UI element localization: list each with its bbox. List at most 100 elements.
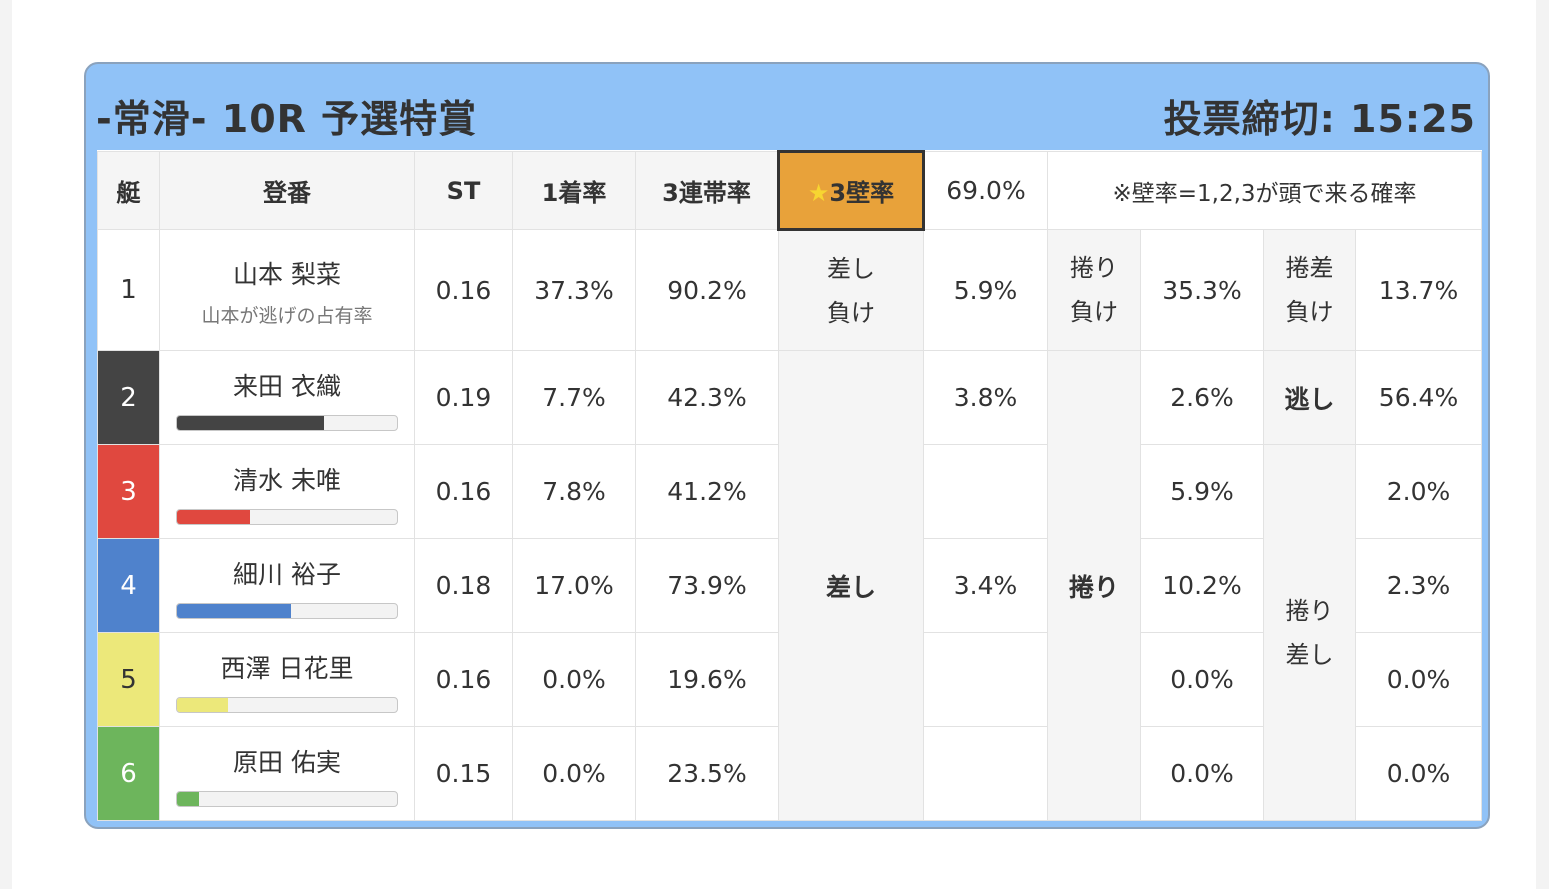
makusashi-make-value: 13.7% xyxy=(1354,229,1483,351)
table-row: 2 来田 衣織 0.19 7.7% 42.3% 差し 3.8% 捲り 2.6% … xyxy=(97,350,1483,821)
table-row: 1 山本 梨菜 山本が逃げの占有率 0.16 37.3% 90.2% 差し 負け … xyxy=(97,229,1483,351)
win-rate-value: 37.3% xyxy=(512,229,636,351)
boat-number-5: 5 xyxy=(97,632,160,727)
win-rate-value: 17.0% xyxy=(512,538,636,633)
col-st: ST xyxy=(414,151,513,230)
sashi-make-value: 5.9% xyxy=(923,229,1048,351)
racer-name: 清水 未唯 xyxy=(233,465,341,495)
boat-number-3: 3 xyxy=(97,444,160,539)
sashi-value: 3.8% xyxy=(923,350,1048,445)
racer-bar-fill xyxy=(177,697,228,712)
sashi-label: 差し xyxy=(778,350,924,821)
boat-number-4: 4 xyxy=(97,538,160,633)
makusashi-make-label: 捲差 負け xyxy=(1263,229,1356,351)
top3-rate-value: 23.5% xyxy=(635,726,779,821)
racer-bar-fill xyxy=(177,509,250,524)
racer-cell[interactable]: 原田 佑実 xyxy=(159,726,415,821)
race-stats-table: 艇 登番 ST 1着率 3連帯率 ★3壁率 69.0% ※壁率=1,2,3が頭で… xyxy=(97,150,1483,821)
col-top3-rate: 3連帯率 xyxy=(635,151,779,230)
st-value: 0.16 xyxy=(414,444,513,539)
col-register: 登番 xyxy=(159,151,415,230)
top3-rate-value: 73.9% xyxy=(635,538,779,633)
sashi-make-label: 差し 負け xyxy=(778,229,924,351)
table-row: 5 西澤 日花里 0.16 0.0% 19.6% 0.0% 0.0% xyxy=(97,632,1483,727)
makuri-sashi-value: 2.3% xyxy=(1354,538,1483,633)
st-value: 0.18 xyxy=(414,538,513,633)
table-row: 6 原田 佑実 0.15 0.0% 23.5% 0.0% 0.0% xyxy=(97,726,1483,821)
makuri-sashi-value: 0.0% xyxy=(1354,632,1483,727)
win-rate-value: 0.0% xyxy=(512,632,636,727)
racer-bar-fill xyxy=(177,415,325,430)
page: -常滑- 10R 予選特賞 投票締切: 15:25 艇 登番 ST 1着率 xyxy=(12,0,1536,889)
racer-cell[interactable]: 山本 梨菜 山本が逃げの占有率 xyxy=(159,229,415,351)
top3-rate-value: 41.2% xyxy=(635,444,779,539)
sashi-value-empty xyxy=(923,726,1048,821)
makuri-make-label: 捲り 負け xyxy=(1047,229,1141,351)
top3-rate-value: 90.2% xyxy=(635,229,779,351)
makuri-make-line1: 捲り xyxy=(1070,254,1118,282)
nige-label: 逃し xyxy=(1263,350,1356,445)
race-title: -常滑- 10R 予選特賞 xyxy=(96,97,478,141)
col-wall3-rate[interactable]: ★3壁率 xyxy=(777,150,925,231)
vote-deadline: 投票締切: 15:25 xyxy=(1163,97,1476,141)
makuri-label: 捲り xyxy=(1047,350,1141,821)
st-value: 0.15 xyxy=(414,726,513,821)
top3-rate-value: 42.3% xyxy=(635,350,779,445)
racer-name: 山本 梨菜 xyxy=(233,259,341,289)
racer-bar xyxy=(176,790,398,807)
makuri-value: 0.0% xyxy=(1140,632,1264,727)
makuri-sashi-line2: 差し xyxy=(1285,640,1334,669)
makuri-sashi-value: 2.0% xyxy=(1354,444,1483,539)
makuri-value: 5.9% xyxy=(1140,444,1264,539)
win-rate-value: 0.0% xyxy=(512,726,636,821)
makusashi-make-line1: 捲差 xyxy=(1285,254,1334,282)
racer-cell[interactable]: 来田 衣織 xyxy=(159,350,415,445)
racer-cell[interactable]: 細川 裕子 xyxy=(159,538,415,633)
nige-value: 56.4% xyxy=(1354,350,1483,445)
racer-name: 来田 衣織 xyxy=(233,371,341,401)
table-header-row: 艇 登番 ST 1着率 3連帯率 ★3壁率 69.0% ※壁率=1,2,3が頭で… xyxy=(97,150,1483,231)
racer-subtitle: 山本が逃げの占有率 xyxy=(201,304,373,327)
sashi-value: 3.4% xyxy=(923,538,1048,633)
boat-number-6: 6 xyxy=(97,726,160,821)
racer-cell[interactable]: 西澤 日花里 xyxy=(159,632,415,727)
col-win-rate: 1着率 xyxy=(512,151,636,230)
racer-bar-fill xyxy=(177,791,199,806)
makuri-value: 10.2% xyxy=(1140,538,1264,633)
racer-name: 原田 佑実 xyxy=(233,747,341,777)
racer-cell[interactable]: 清水 未唯 xyxy=(159,444,415,539)
sashi-make-line2: 負け xyxy=(827,298,875,327)
makuri-make-line2: 負け xyxy=(1070,298,1118,326)
wall-rate-note: ※壁率=1,2,3が頭で来る確率 xyxy=(1046,151,1483,230)
racer-bar xyxy=(176,508,398,525)
col-boat: 艇 xyxy=(97,151,160,230)
racer-bar xyxy=(176,602,398,619)
table-row: 3 清水 未唯 0.16 7.8% 41.2% 5.9% 捲り差し 2.0% xyxy=(97,444,1483,821)
sashi-value-empty xyxy=(923,632,1048,727)
st-value: 0.16 xyxy=(414,632,513,727)
sashi-value-empty xyxy=(923,444,1048,539)
makuri-sashi-line1: 捲り xyxy=(1285,596,1334,625)
boat-number-2: 2 xyxy=(97,350,160,445)
wall3-label: 3壁率 xyxy=(829,179,895,207)
st-value: 0.19 xyxy=(414,350,513,445)
racer-name: 細川 裕子 xyxy=(233,559,341,589)
makuri-value: 0.0% xyxy=(1140,726,1264,821)
racer-bar xyxy=(176,696,398,713)
makuri-make-value: 35.3% xyxy=(1140,229,1264,351)
makuri-value: 2.6% xyxy=(1140,350,1264,445)
makusashi-make-line2: 負け xyxy=(1285,298,1334,326)
win-rate-value: 7.8% xyxy=(512,444,636,539)
racer-bar-fill xyxy=(177,603,292,618)
win-rate-value: 7.7% xyxy=(512,350,636,445)
top3-rate-value: 19.6% xyxy=(635,632,779,727)
makuri-sashi-label: 捲り 差し xyxy=(1263,444,1356,821)
sashi-make-line1: 差し xyxy=(827,254,875,283)
racer-bar xyxy=(176,414,398,431)
racer-name: 西澤 日花里 xyxy=(220,653,354,683)
boat-number-1: 1 xyxy=(97,229,160,351)
race-card: -常滑- 10R 予選特賞 投票締切: 15:25 艇 登番 ST 1着率 xyxy=(84,62,1490,829)
makuri-sashi-value: 0.0% xyxy=(1354,726,1483,821)
star-icon: ★ xyxy=(807,179,830,207)
wall3-value: 69.0% xyxy=(923,151,1048,230)
